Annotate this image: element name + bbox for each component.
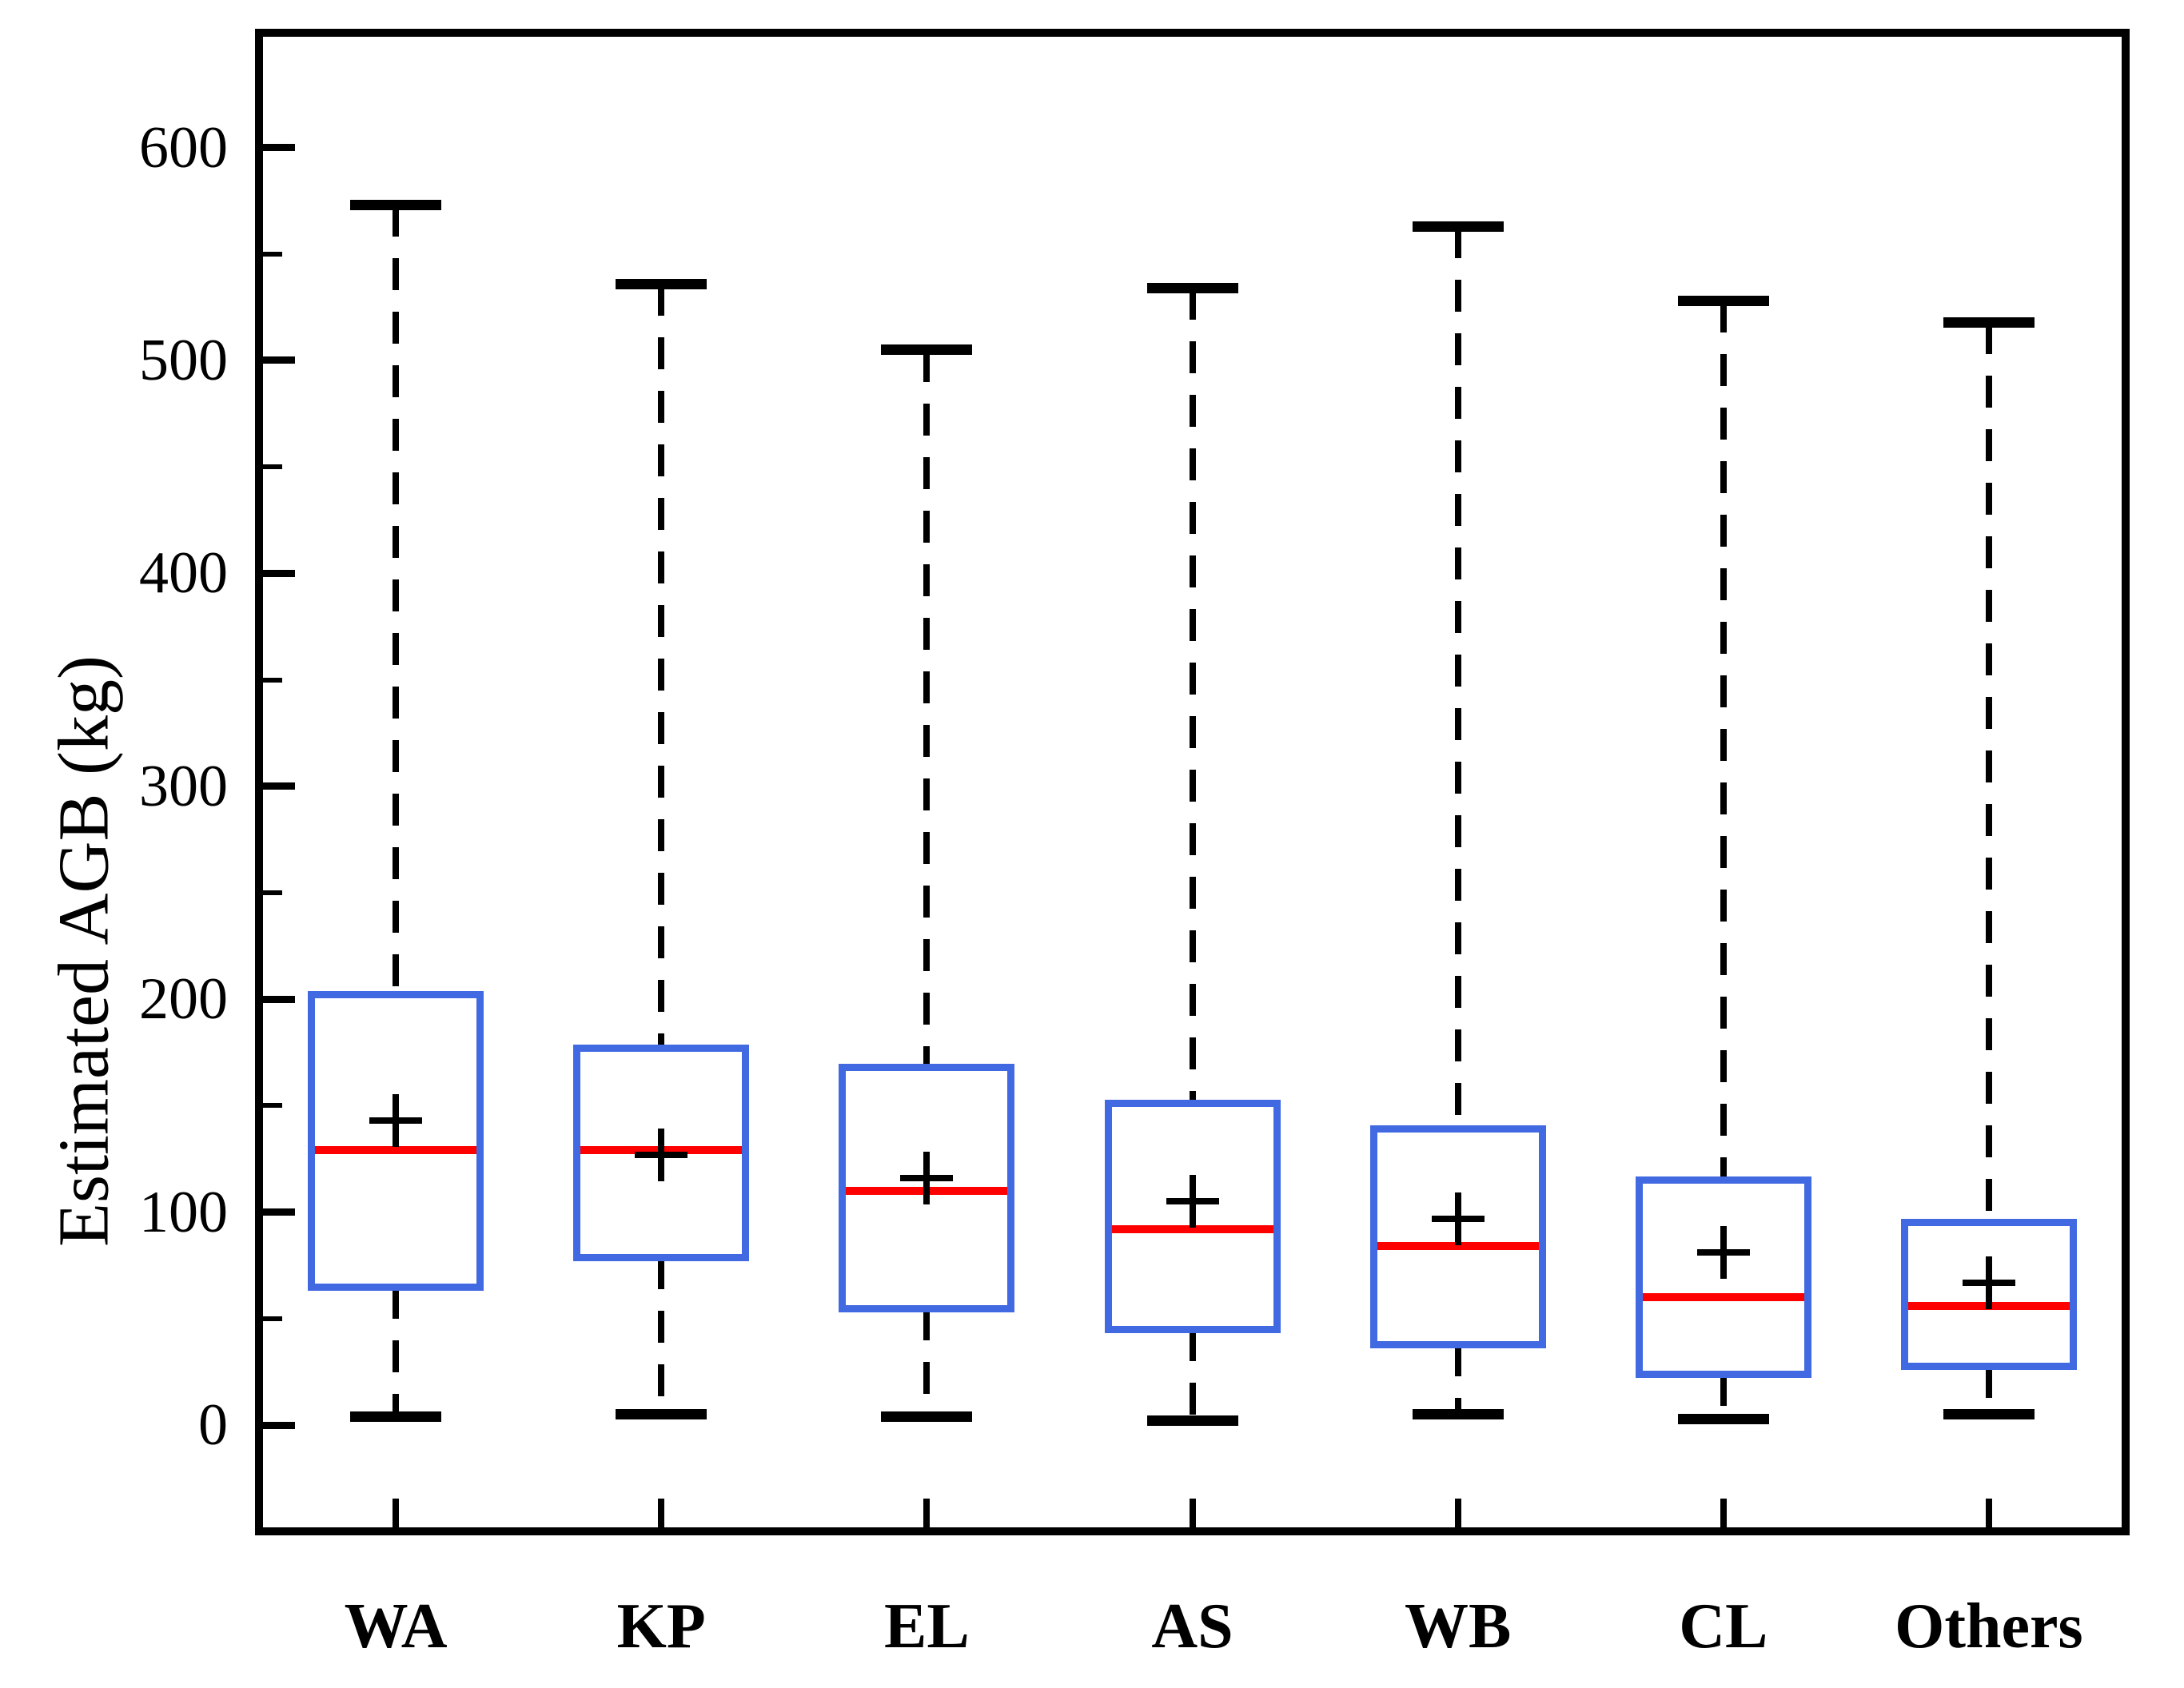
median-WA xyxy=(315,1146,477,1155)
mean-marker-Others xyxy=(1985,1256,1992,1309)
y-minor-tick-350 xyxy=(263,677,282,683)
mean-marker-WB xyxy=(1454,1192,1461,1245)
y-tick-label-0: 0 xyxy=(198,1392,228,1459)
median-WB xyxy=(1377,1242,1539,1251)
whisker-cap-bottom-WA xyxy=(350,1411,442,1422)
whisker-lower-WA xyxy=(393,1286,400,1417)
whisker-cap-bottom-EL xyxy=(881,1411,973,1422)
whisker-cap-bottom-CL xyxy=(1677,1413,1769,1424)
median-AS xyxy=(1111,1225,1273,1233)
y-minor-tick-450 xyxy=(263,464,282,470)
whisker-upper-Others xyxy=(1985,322,1992,1223)
x-label-Others: Others xyxy=(1895,1591,2083,1662)
whisker-lower-CL xyxy=(1720,1374,1727,1419)
y-major-tick-300 xyxy=(263,782,295,790)
x-label-WB: WB xyxy=(1404,1591,1512,1662)
whisker-cap-top-KP xyxy=(616,278,707,289)
x-tick-EL xyxy=(923,1499,931,1527)
y-tick-label-500: 500 xyxy=(139,327,228,393)
whisker-cap-bottom-KP xyxy=(616,1409,707,1420)
y-minor-tick-50 xyxy=(263,1316,282,1321)
whisker-upper-KP xyxy=(658,284,665,1049)
whisker-lower-AS xyxy=(1189,1329,1196,1421)
x-label-KP: KP xyxy=(616,1591,706,1662)
x-label-CL: CL xyxy=(1679,1591,1768,1662)
whisker-cap-bottom-WB xyxy=(1412,1409,1504,1420)
y-tick-label-600: 600 xyxy=(139,114,228,181)
mean-marker-WA xyxy=(393,1094,400,1148)
y-tick-label-400: 400 xyxy=(139,540,228,607)
x-tick-KP xyxy=(658,1499,665,1527)
whisker-upper-WB xyxy=(1454,226,1461,1129)
whisker-upper-AS xyxy=(1189,288,1196,1104)
y-major-tick-200 xyxy=(263,995,295,1003)
whisker-cap-top-AS xyxy=(1146,282,1238,293)
whisker-cap-top-Others xyxy=(1943,316,2035,328)
y-minor-tick-150 xyxy=(263,1103,282,1109)
whisker-cap-top-EL xyxy=(881,344,973,356)
y-major-tick-500 xyxy=(263,356,295,364)
x-label-AS: AS xyxy=(1151,1591,1233,1662)
whisker-lower-Others xyxy=(1985,1365,1992,1415)
whisker-upper-EL xyxy=(923,349,931,1068)
y-major-tick-0 xyxy=(263,1421,295,1429)
y-tick-label-200: 200 xyxy=(139,966,228,1033)
x-tick-CL xyxy=(1720,1499,1727,1527)
y-tick-label-100: 100 xyxy=(139,1179,228,1245)
whisker-lower-WB xyxy=(1454,1344,1461,1415)
x-label-EL: EL xyxy=(883,1591,970,1662)
y-tick-label-300: 300 xyxy=(139,753,228,819)
median-CL xyxy=(1642,1293,1804,1302)
y-minor-tick-550 xyxy=(263,251,282,257)
whisker-upper-WA xyxy=(393,205,400,995)
x-tick-AS xyxy=(1189,1499,1196,1527)
x-tick-WB xyxy=(1454,1499,1461,1527)
mean-marker-EL xyxy=(923,1152,931,1205)
whisker-cap-bottom-AS xyxy=(1146,1415,1238,1427)
x-tick-Others xyxy=(1985,1499,1992,1527)
plot-frame xyxy=(255,29,2130,1535)
y-axis-title: Estimated AGB (kg) xyxy=(44,655,124,1247)
x-label-WA: WA xyxy=(344,1591,448,1662)
y-major-tick-100 xyxy=(263,1208,295,1216)
whisker-lower-EL xyxy=(923,1308,931,1417)
y-major-tick-600 xyxy=(263,144,295,152)
whisker-cap-bottom-Others xyxy=(1943,1409,2035,1420)
whisker-cap-top-WA xyxy=(350,199,442,210)
mean-marker-KP xyxy=(658,1128,665,1181)
whisker-cap-top-WB xyxy=(1412,221,1504,232)
mean-marker-AS xyxy=(1189,1175,1196,1228)
whisker-cap-top-CL xyxy=(1677,295,1769,306)
whisker-upper-CL xyxy=(1720,301,1727,1180)
y-major-tick-400 xyxy=(263,569,295,577)
y-minor-tick-250 xyxy=(263,890,282,896)
mean-marker-CL xyxy=(1720,1226,1727,1280)
x-tick-WA xyxy=(393,1499,400,1527)
whisker-lower-KP xyxy=(658,1256,665,1415)
